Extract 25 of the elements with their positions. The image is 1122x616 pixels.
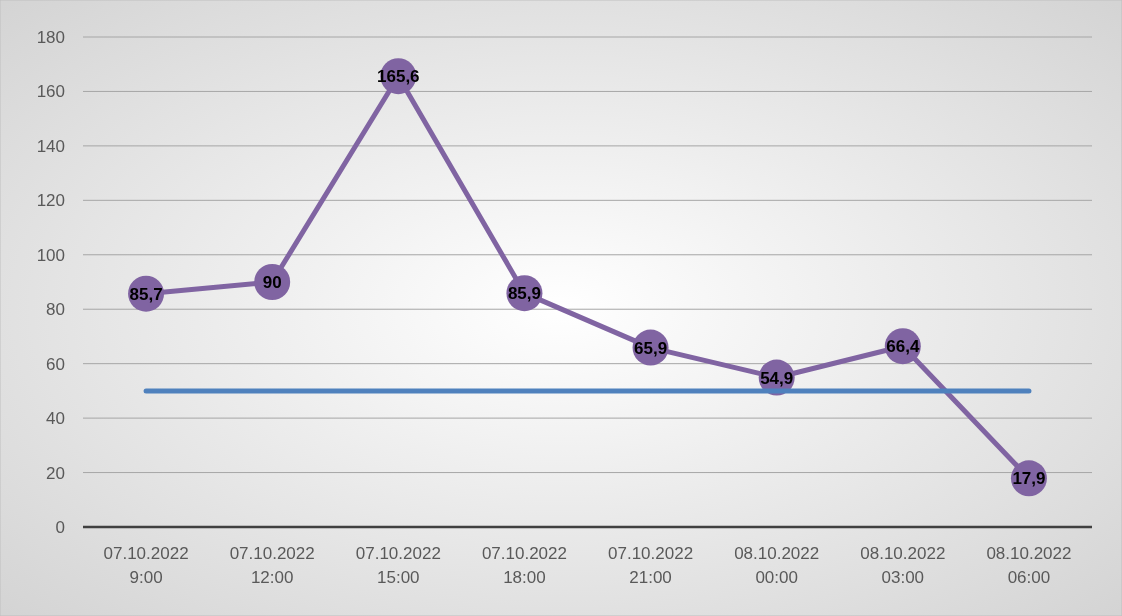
x-tick-label: 07.10.2022 18:00 — [481, 544, 567, 587]
data-label: 17,9 — [1012, 469, 1046, 489]
data-label: 66,4 — [886, 337, 920, 357]
data-label: 85,7 — [129, 284, 163, 304]
y-tick-label: 180 — [36, 27, 65, 47]
data-label: 54,9 — [760, 368, 794, 388]
y-tick-label: 140 — [36, 136, 65, 156]
x-tick-label: 07.10.2022 21:00 — [608, 544, 694, 587]
data-label: 90 — [262, 273, 282, 292]
x-tick-label: 08.10.2022 00:00 — [734, 544, 820, 587]
y-tick-label: 20 — [46, 463, 65, 483]
x-tick-label: 07.10.2022 15:00 — [355, 544, 441, 587]
x-tick-label: 07.10.2022 12:00 — [229, 544, 315, 587]
y-tick-label: 100 — [36, 245, 65, 265]
y-tick-label: 160 — [36, 82, 65, 102]
data-label: 85,9 — [507, 284, 541, 304]
x-tick-label: 07.10.2022 9:00 — [103, 544, 189, 587]
y-tick-label: 40 — [46, 409, 65, 429]
y-tick-label: 80 — [46, 300, 65, 320]
y-tick-label: 120 — [36, 191, 65, 211]
y-tick-label: 60 — [46, 354, 65, 374]
data-label: 65,9 — [634, 338, 668, 358]
x-tick-label: 08.10.2022 06:00 — [986, 544, 1072, 587]
x-tick-label: 08.10.2022 03:00 — [860, 544, 946, 587]
y-tick-label: 0 — [55, 517, 65, 537]
